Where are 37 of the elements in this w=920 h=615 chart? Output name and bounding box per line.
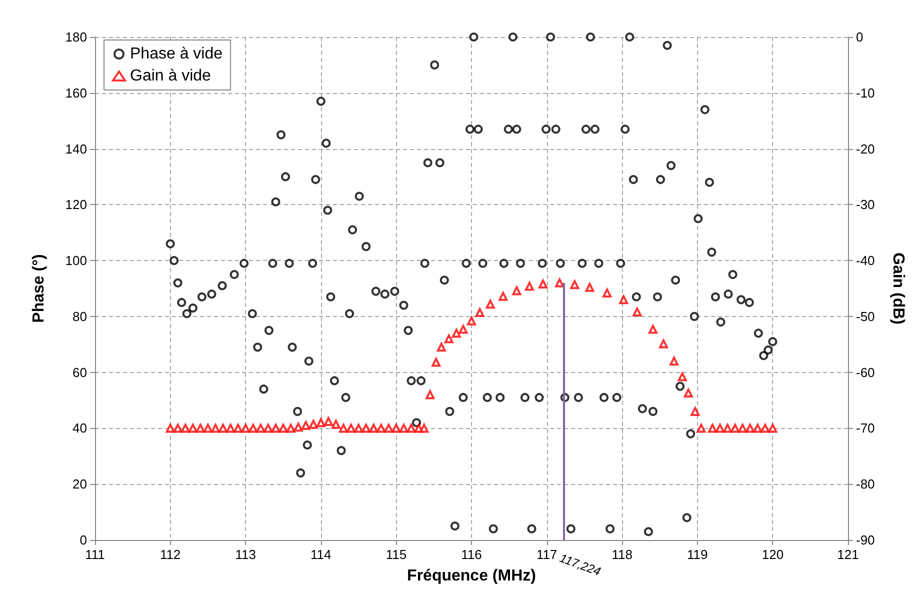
y-tick-label: 0 [80,532,87,548]
x-tick-label: 111 [85,547,105,562]
y2-tick-label: -50 [856,308,875,324]
y-tick-label: 140 [65,141,87,156]
x-tick-label: 117 [536,547,558,562]
y-tick-label: 120 [65,197,87,212]
y2-tick-label: -40 [856,253,875,268]
y2-tick-label: -80 [856,476,875,492]
x-tick-label: 118 [612,547,632,562]
y2-tick-label: -90 [856,532,875,548]
y-tick-label: 180 [65,30,87,44]
y-tick-label: 20 [72,476,87,492]
x-tick-label: 116 [461,547,482,562]
y2-axis-title: Gain (dB) [890,252,906,324]
x-axis-title: Fréquence (MHz) [407,568,536,584]
y2-tick-label: -70 [856,420,875,436]
x-tick-label: 113 [235,547,256,562]
y2-tick-label: -10 [856,85,875,100]
y2-tick-label: -20 [856,141,875,156]
y-tick-label: 40 [72,420,87,436]
legend-label: Phase à vide [130,46,223,62]
y-tick-label: 160 [65,85,87,100]
x-tick-label: 112 [160,547,181,562]
y2-tick-label: -60 [856,364,875,380]
legend-label: Gain à vide [130,68,212,84]
x-tick-label: 120 [762,547,784,562]
x-tick-label: 121 [837,547,859,562]
y-tick-label: 60 [72,364,87,380]
y2-tick-label: -30 [856,197,875,212]
x-tick-label: 119 [687,547,708,562]
x-tick-label: 115 [386,547,407,562]
ref-line-label: 117,224 [558,550,603,579]
y-axis-title: Phase (°) [30,254,48,323]
y-tick-label: 100 [65,253,87,268]
y2-tick-label: 0 [856,30,864,44]
x-tick-label: 114 [310,547,332,562]
y-tick-label: 80 [72,308,87,324]
